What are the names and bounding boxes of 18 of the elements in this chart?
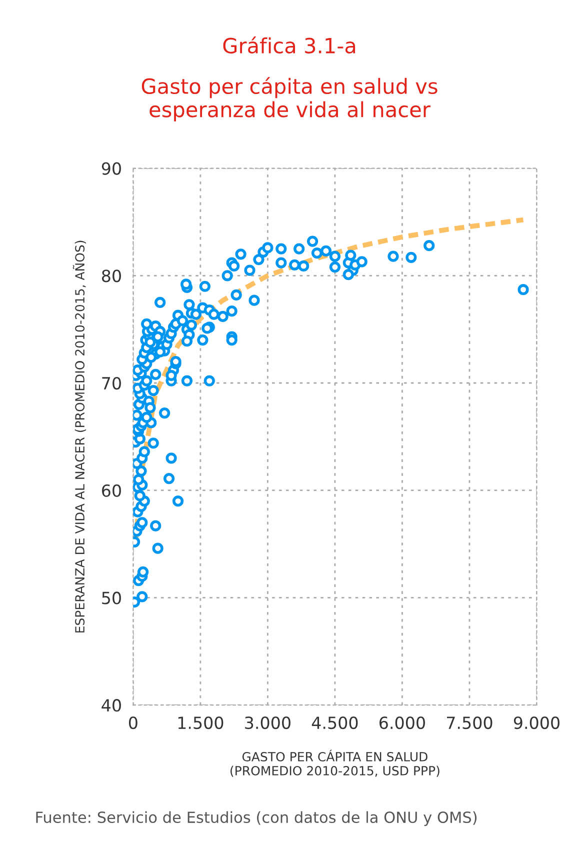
chart-subtitle: Gasto per cápita en salud vs esperanza de vida al nacer: [142, 77, 438, 122]
y-tick-label: 90: [102, 162, 121, 175]
x-tick-label: 9.000: [514, 716, 560, 730]
y-tick-label: 80: [102, 270, 121, 282]
y-tick-label: 50: [102, 592, 121, 604]
source-note: Fuente: Servicio de Estudios (con datos de la ONU y OMS): [36, 811, 477, 826]
y-axis-title: ESPERANZA DE VIDA AL NACER (PROMEDIO 2010-2015, AÑOS): [72, 240, 86, 632]
x-tick-label: 1.500: [178, 716, 224, 730]
x-tick-label: 7.500: [446, 716, 492, 730]
y-tick-label: 60: [102, 484, 121, 497]
chart-title: Gráfica 3.1-a: [223, 36, 356, 54]
x-tick-label: 6.000: [380, 716, 425, 730]
x-tick-label: 0: [128, 716, 138, 730]
x-tick-label: 3.000: [245, 716, 290, 730]
y-tick-label: 70: [102, 376, 121, 390]
x-axis-title: GASTO PER CÁPITA EN SALUD (PROMEDIO 2010-2015, USD PPP): [230, 750, 440, 777]
x-tick-label: 4.500: [312, 716, 358, 730]
y-tick-label: 40: [102, 699, 121, 712]
